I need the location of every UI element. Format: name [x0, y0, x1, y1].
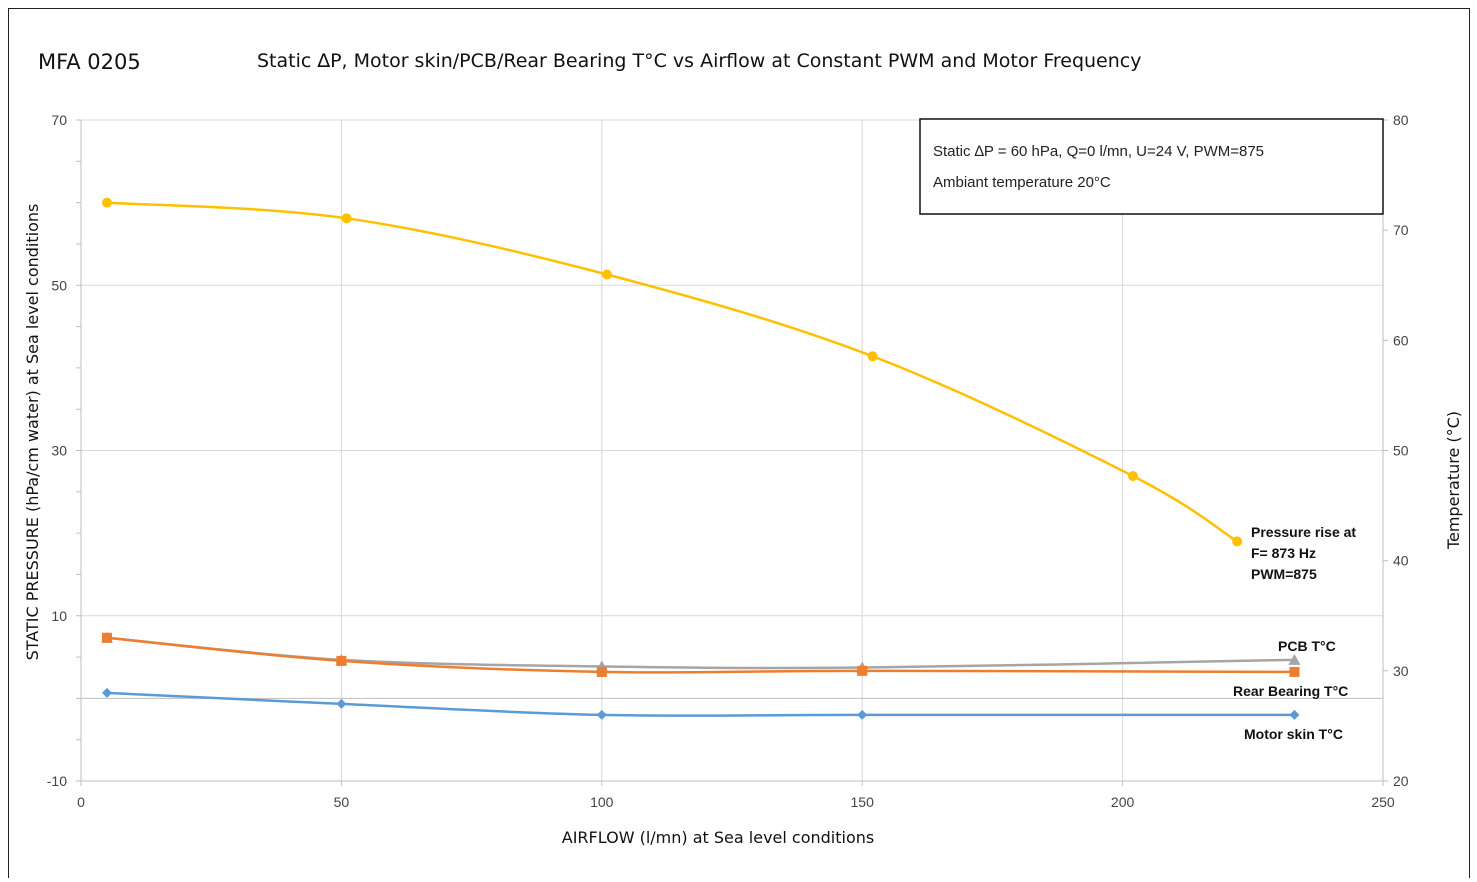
data-point [1232, 536, 1243, 547]
series-line [106, 201, 1238, 543]
annotation-line-1: Static ∆P = 60 hPa, Q=0 l/mn, U=24 V, PW… [933, 143, 1264, 160]
data-point [102, 197, 113, 208]
y-tick-label: 70 [51, 112, 67, 128]
data-point [857, 709, 868, 720]
axes [76, 119, 1388, 786]
y2-tick-label: 50 [1393, 443, 1409, 459]
x-tick-label: 100 [590, 794, 614, 810]
data-point [857, 665, 868, 676]
y-axis-label: STATIC PRESSURE (hPa/cm water) at Sea le… [23, 204, 42, 661]
series-label: PWM=875 [1251, 566, 1317, 582]
series-1 [101, 631, 1301, 673]
series-line [106, 636, 1295, 674]
y-tick-label: 50 [51, 277, 67, 293]
series-0 [102, 197, 1243, 547]
data-point [102, 687, 113, 698]
data-point [602, 269, 613, 280]
model-label: MFA 0205 [38, 50, 141, 74]
y2-tick-label: 60 [1393, 332, 1409, 348]
series-2 [102, 632, 1300, 677]
x-tick-label: 150 [851, 794, 875, 810]
y2-tick-label: 30 [1393, 663, 1409, 679]
series-label: Motor skin T°C [1244, 726, 1343, 742]
annotation-line-2: Ambiant temperature 20°C [933, 174, 1111, 191]
series-label: Pressure rise at [1251, 524, 1356, 540]
gridlines [80, 119, 1384, 782]
data-point [1128, 471, 1139, 482]
data-point [596, 666, 607, 677]
x-tick-label: 200 [1111, 794, 1135, 810]
annotation-frame [919, 118, 1384, 215]
data-point [1289, 709, 1300, 720]
series-label: Rear Bearing T°C [1233, 683, 1348, 699]
series-line [106, 691, 1295, 717]
y-tick-label: 10 [51, 608, 67, 624]
x-tick-label: 50 [334, 794, 350, 810]
series-group [101, 197, 1301, 720]
y-tick-label: -10 [47, 773, 67, 789]
chart-title: Static ∆P, Motor skin/PCB/Rear Bearing T… [257, 50, 1141, 72]
y2-tick-label: 80 [1393, 112, 1409, 128]
x-tick-label: 250 [1371, 794, 1395, 810]
figure-frame [8, 8, 1470, 878]
data-point [102, 632, 113, 643]
data-point [867, 351, 878, 362]
y2-tick-label: 20 [1393, 773, 1409, 789]
annotation-box: Static ∆P = 60 hPa, Q=0 l/mn, U=24 V, PW… [919, 118, 1384, 215]
series-label: PCB T°C [1278, 638, 1336, 654]
series-line [106, 636, 1295, 670]
x-tick-label: 0 [77, 794, 85, 810]
y-tick-label: 30 [51, 443, 67, 459]
data-point [1289, 666, 1300, 677]
series-labels: Pressure rise at F= 873 Hz PWM=875 PCB T°C R… [1233, 524, 1356, 742]
data-point [341, 213, 352, 224]
y2-tick-label: 70 [1393, 222, 1409, 238]
data-point [336, 655, 347, 666]
y2-tick-label: 40 [1393, 553, 1409, 569]
series-label: F= 873 Hz [1251, 545, 1316, 561]
data-point [1288, 653, 1301, 665]
data-point [336, 698, 347, 709]
y2-axis-label: Temperature (°C) [1444, 411, 1463, 550]
data-point [596, 709, 607, 720]
x-axis-label: AIRFLOW (l/mn) at Sea level conditions [562, 828, 874, 847]
series-3 [102, 687, 1300, 720]
tick-labels: 0 50 100 150 200 250 -10 10 30 50 70 20 30 40 50 60 70 80 [47, 112, 1409, 810]
